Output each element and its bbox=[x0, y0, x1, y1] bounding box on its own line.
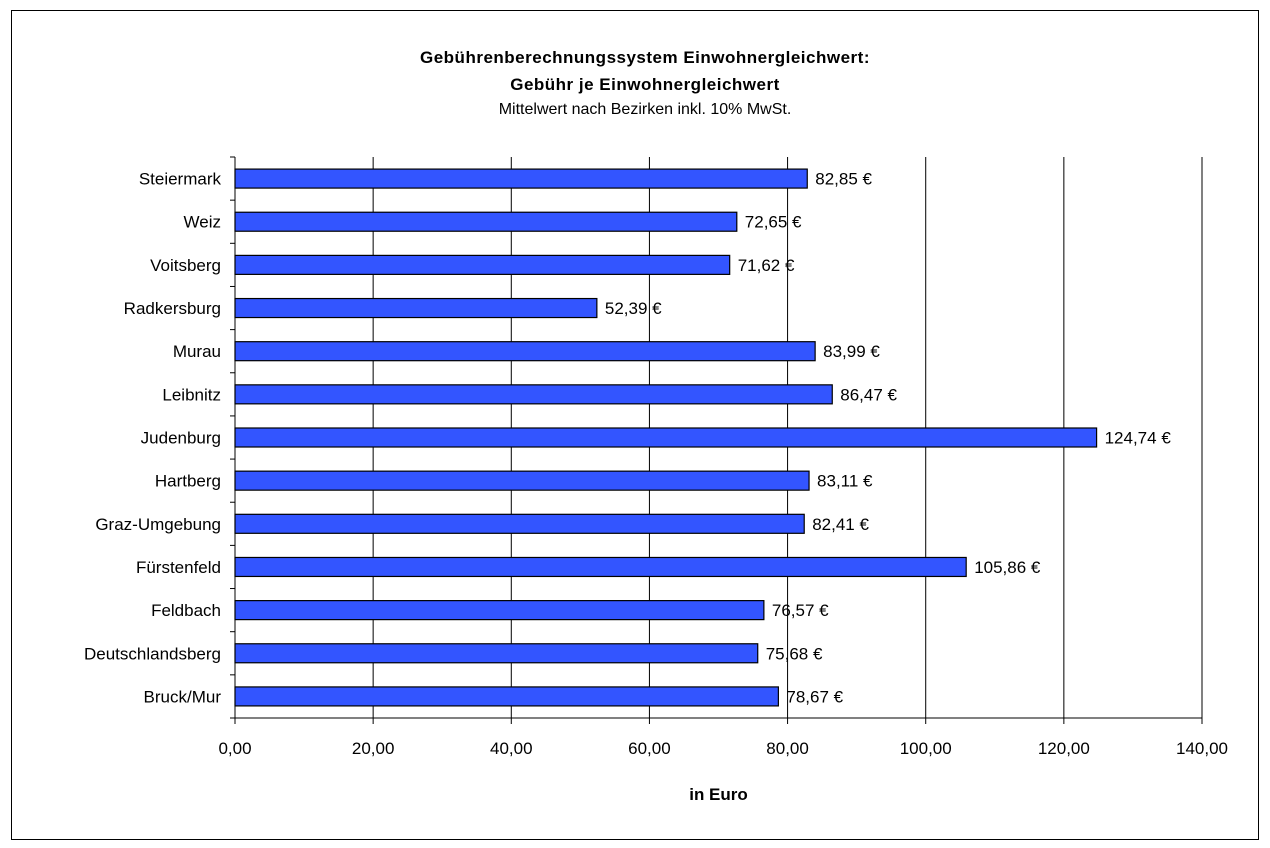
bar bbox=[234, 341, 816, 362]
category-label: Judenburg bbox=[141, 429, 221, 448]
bar bbox=[234, 643, 759, 664]
category-label: Weiz bbox=[184, 213, 221, 232]
x-tick-label: 140,00 bbox=[1176, 739, 1228, 758]
category-label: Murau bbox=[173, 342, 221, 361]
bar bbox=[234, 297, 598, 319]
data-label: 72,65 € bbox=[745, 213, 802, 232]
bar bbox=[234, 513, 805, 534]
data-label: 82,41 € bbox=[812, 515, 869, 534]
x-axis-title: in Euro bbox=[689, 785, 748, 804]
bar bbox=[234, 600, 765, 621]
x-tick-label: 100,00 bbox=[900, 739, 952, 758]
data-label: 124,74 € bbox=[1105, 429, 1172, 448]
x-tick-label: 40,00 bbox=[490, 739, 533, 758]
data-label: 83,11 € bbox=[817, 472, 873, 491]
category-label: Hartberg bbox=[155, 472, 221, 491]
chart-title: Gebührenberechnungssystem Einwohnergleic… bbox=[420, 48, 870, 67]
category-label: Voitsberg bbox=[150, 256, 221, 275]
category-label: Deutschlandsberg bbox=[84, 644, 221, 663]
data-label: 52,39 € bbox=[605, 299, 662, 318]
data-label: 83,99 € bbox=[823, 342, 880, 361]
chart-frame bbox=[11, 10, 1259, 840]
data-label: 75,68 € bbox=[766, 644, 823, 663]
chart-subtitle: Mittelwert nach Bezirken inkl. 10% MwSt. bbox=[498, 101, 792, 118]
category-label: Radkersburg bbox=[124, 299, 221, 318]
bar bbox=[234, 211, 738, 232]
x-tick-label: 20,00 bbox=[352, 739, 395, 758]
category-label: Feldbach bbox=[151, 601, 221, 620]
category-label: Leibnitz bbox=[162, 385, 221, 404]
data-label: 105,86 € bbox=[974, 558, 1041, 577]
bar bbox=[234, 427, 1098, 448]
data-label: 82,85 € bbox=[815, 170, 872, 189]
x-tick-label: 120,00 bbox=[1038, 739, 1090, 758]
bar bbox=[234, 384, 833, 405]
data-label: 78,67 € bbox=[786, 687, 843, 706]
category-label: Steiermark bbox=[139, 170, 222, 189]
data-label: 76,57 € bbox=[772, 601, 829, 620]
x-tick-label: 0,00 bbox=[218, 739, 251, 758]
x-tick-label: 80,00 bbox=[766, 739, 809, 758]
data-label: 86,47 € bbox=[840, 385, 897, 404]
bar bbox=[234, 168, 808, 189]
bar bbox=[234, 470, 810, 491]
bar bbox=[234, 254, 731, 275]
bar bbox=[234, 556, 967, 578]
category-label: Bruck/Mur bbox=[144, 687, 222, 706]
data-label: 71,62 € bbox=[738, 256, 795, 275]
x-tick-label: 60,00 bbox=[628, 739, 671, 758]
category-label: Graz-Umgebung bbox=[95, 515, 221, 534]
bar bbox=[234, 686, 779, 707]
category-label: Fürstenfeld bbox=[136, 558, 221, 577]
chart-title-line2: Gebühr je Einwohnergleichwert bbox=[510, 75, 780, 94]
